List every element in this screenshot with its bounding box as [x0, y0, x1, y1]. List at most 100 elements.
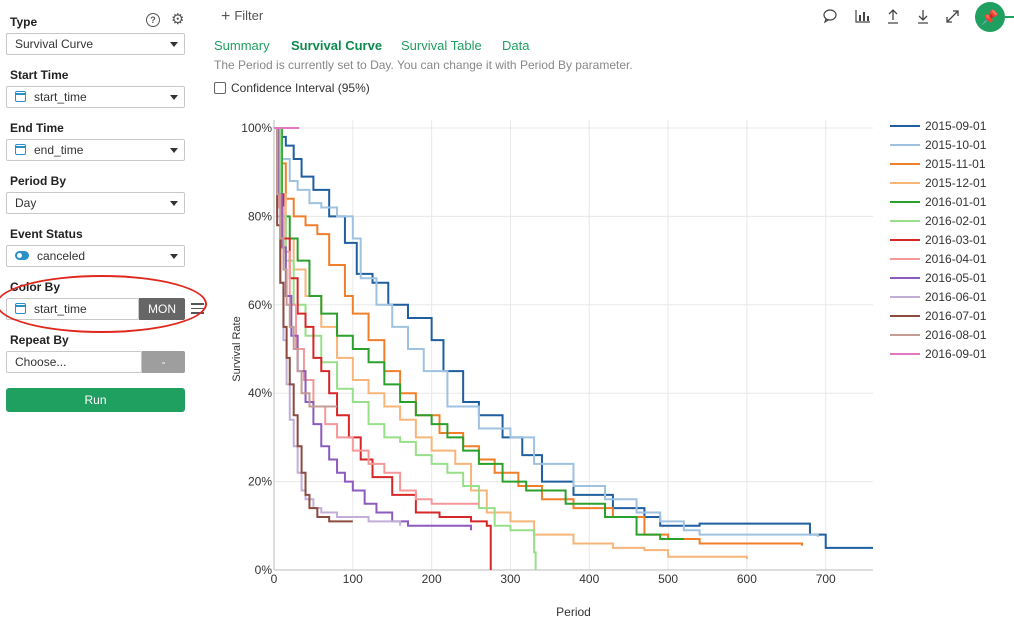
legend-label: 2016-08-01: [925, 328, 987, 342]
calendar-icon: [15, 144, 26, 155]
confidence-checkbox[interactable]: [214, 82, 226, 94]
period-info-text: The Period is currently set to Day. You …: [214, 58, 633, 72]
legend-item[interactable]: 2015-12-01: [890, 175, 1000, 194]
gear-icon[interactable]: ⚙: [171, 11, 185, 28]
type-label: Type: [10, 15, 38, 29]
highlight-annotation: [0, 275, 207, 333]
period-by-select[interactable]: Day: [6, 192, 185, 214]
end-time-value: end_time: [34, 143, 84, 157]
series-line-2016-04-01: [274, 127, 479, 505]
tab-survival-curve[interactable]: Survival Curve: [291, 38, 383, 53]
legend-swatch: [890, 315, 920, 317]
tab-summary[interactable]: Summary: [214, 38, 270, 53]
filter-button[interactable]: + Filter: [221, 8, 263, 26]
repeat-by-select[interactable]: Choose...: [6, 351, 142, 373]
series-line-2016-08-01: [274, 127, 338, 408]
legend-label: 2016-06-01: [925, 290, 987, 304]
event-status-value: canceled: [37, 249, 86, 263]
toolbar-icons: [823, 9, 959, 24]
y-tick-label: 100%: [241, 121, 272, 135]
series-line-2015-10-01: [274, 127, 819, 537]
legend-swatch: [890, 334, 920, 336]
confidence-interval-toggle[interactable]: Confidence Interval (95%): [214, 81, 370, 95]
legend-item[interactable]: 2015-11-01: [890, 156, 1000, 175]
legend-item[interactable]: 2016-04-01: [890, 251, 1000, 270]
chevron-down-icon: [170, 95, 178, 100]
legend-label: 2016-09-01: [925, 347, 987, 361]
legend-item[interactable]: 2016-03-01: [890, 232, 1000, 251]
series-line-2015-12-01: [274, 127, 748, 559]
legend-item[interactable]: 2016-07-01: [890, 308, 1000, 327]
x-tick-label: 200: [422, 572, 442, 586]
chevron-down-icon: [170, 254, 178, 259]
legend-swatch: [890, 182, 920, 184]
x-tick-label: 500: [658, 572, 678, 586]
start-time-value: start_time: [34, 90, 87, 104]
legend-item[interactable]: 2016-08-01: [890, 327, 1000, 346]
calendar-icon: [15, 91, 26, 102]
repeat-by-placeholder: Choose...: [15, 355, 67, 369]
start-time-label: Start Time: [10, 68, 69, 82]
legend-label: 2016-01-01: [925, 195, 987, 209]
y-tick-label: 40%: [248, 386, 272, 400]
type-select[interactable]: Survival Curve: [6, 33, 185, 55]
legend-label: 2016-02-01: [925, 214, 987, 228]
y-tick-label: 20%: [248, 475, 272, 489]
tab-data[interactable]: Data: [502, 38, 530, 53]
legend-label: 2016-07-01: [925, 309, 987, 323]
download-icon[interactable]: [918, 10, 928, 24]
type-value: Survival Curve: [15, 37, 94, 51]
expand-icon[interactable]: [946, 10, 959, 23]
legend-swatch: [890, 239, 920, 241]
chevron-down-icon: [170, 201, 178, 206]
y-tick-label: 0%: [255, 563, 273, 577]
legend-item[interactable]: 2016-01-01: [890, 194, 1000, 213]
legend-swatch: [890, 277, 920, 279]
legend-swatch: [890, 125, 920, 127]
legend-swatch: [890, 353, 920, 355]
toggle-icon: [15, 251, 29, 260]
pin-icon: 📌: [981, 9, 999, 25]
end-time-label: End Time: [10, 121, 64, 135]
repeat-by-label: Repeat By: [10, 333, 69, 347]
start-time-select[interactable]: start_time: [6, 86, 185, 108]
legend-swatch: [890, 144, 920, 146]
legend-label: 2016-05-01: [925, 271, 987, 285]
legend-label: 2015-12-01: [925, 176, 987, 190]
repeat-by-unit-button[interactable]: -: [142, 351, 185, 373]
end-time-select[interactable]: end_time: [6, 139, 185, 161]
chart-icon[interactable]: [855, 10, 870, 23]
event-status-select[interactable]: canceled: [6, 245, 185, 267]
chevron-down-icon: [170, 148, 178, 153]
legend-item[interactable]: 2015-09-01: [890, 118, 1000, 137]
legend-swatch: [890, 163, 920, 165]
series-line-2016-01-01: [274, 127, 684, 541]
legend-swatch: [890, 220, 920, 222]
x-tick-label: 300: [500, 572, 520, 586]
legend-item[interactable]: 2015-10-01: [890, 137, 1000, 156]
comment-icon[interactable]: [823, 9, 837, 24]
filter-label: Filter: [234, 8, 264, 23]
legend-item[interactable]: 2016-06-01: [890, 289, 1000, 308]
help-icon[interactable]: ?: [146, 13, 160, 27]
x-tick-label: 600: [737, 572, 757, 586]
legend-swatch: [890, 296, 920, 298]
x-tick-label: 700: [816, 572, 836, 586]
legend-item[interactable]: 2016-09-01: [890, 346, 1000, 365]
y-tick-label: 80%: [248, 209, 272, 223]
y-axis-label: Survival Rate: [231, 316, 243, 381]
run-button[interactable]: Run: [6, 388, 185, 412]
legend-label: 2016-04-01: [925, 252, 987, 266]
tab-survival-table[interactable]: Survival Table: [401, 38, 482, 53]
pin-connector: [1005, 16, 1014, 18]
x-tick-label: 100: [343, 572, 363, 586]
legend-label: 2015-10-01: [925, 138, 987, 152]
event-status-label: Event Status: [10, 227, 83, 241]
upload-icon[interactable]: [888, 9, 898, 24]
legend-label: 2015-09-01: [925, 119, 987, 133]
legend-label: 2015-11-01: [925, 157, 986, 171]
legend-item[interactable]: 2016-02-01: [890, 213, 1000, 232]
legend-item[interactable]: 2016-05-01: [890, 270, 1000, 289]
pin-button[interactable]: 📌: [975, 2, 1005, 32]
